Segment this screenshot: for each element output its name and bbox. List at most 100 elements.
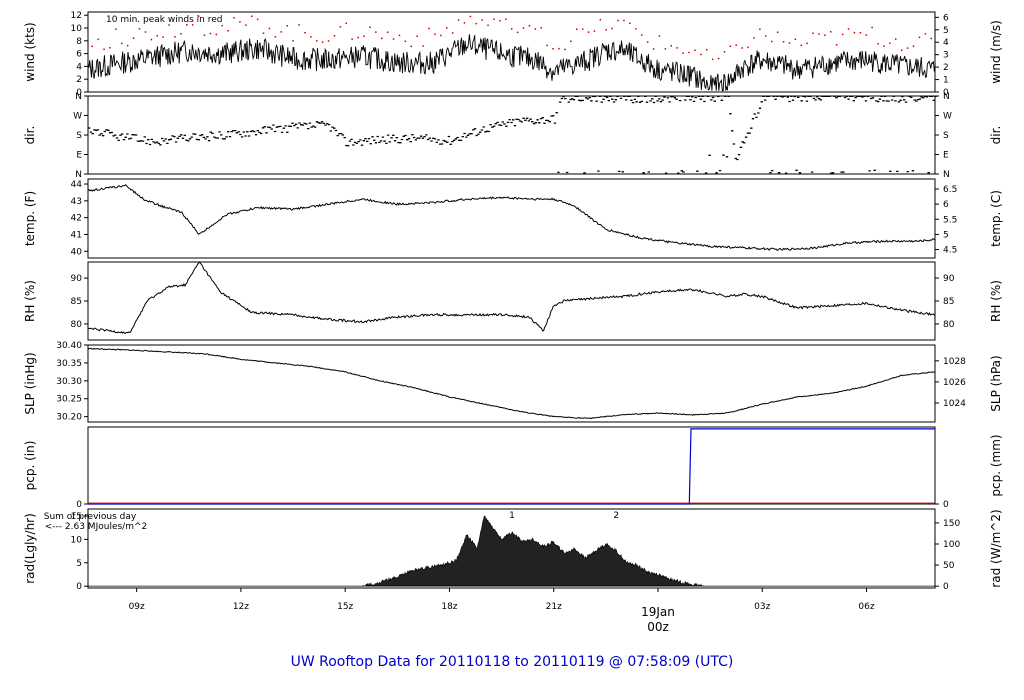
wind-ylabel-right: wind (m/s) bbox=[989, 20, 1003, 84]
slp-frame bbox=[87, 344, 936, 423]
time-axis: 09z 12z 15z 18z 21z 00z 03z 06z 19Jan bbox=[129, 588, 875, 634]
x-tick-label: 03z bbox=[754, 602, 770, 612]
dir-points bbox=[88, 95, 937, 174]
slp-line bbox=[87, 347, 935, 420]
date-label: 19Jan bbox=[641, 605, 675, 619]
temp-right-tick-label: 6.5 bbox=[943, 185, 957, 195]
slp-left-tick-label: 30.30 bbox=[56, 377, 82, 387]
slp-ylabel-right: SLP (hPa) bbox=[989, 355, 1003, 411]
slp-right-tick-label: 1028 bbox=[943, 357, 966, 367]
rh-left-tick-label: 80 bbox=[71, 320, 83, 330]
x-tick-label: 15z bbox=[337, 602, 353, 612]
temp-left-tick-label: 43 bbox=[71, 197, 82, 207]
temp-right-tick-label: 6 bbox=[943, 200, 949, 210]
rad-frame bbox=[87, 508, 936, 589]
pcp-frame bbox=[87, 426, 936, 505]
rh-right-tick-label: 80 bbox=[943, 320, 955, 330]
pcp-ylabel-right: pcp. (mm) bbox=[989, 434, 1003, 496]
rh-left-tick-label: 85 bbox=[71, 297, 82, 307]
temp-ylabel-right: temp. (C) bbox=[989, 190, 1003, 247]
dir-right-tick-label: E bbox=[943, 151, 949, 161]
x-tick-label: 09z bbox=[129, 602, 145, 612]
dir-frame bbox=[87, 95, 936, 175]
dir-left-tick-label: N bbox=[75, 92, 82, 102]
temp-right-tick-label: 4.5 bbox=[943, 246, 957, 256]
dir-ylabel: dir. bbox=[23, 126, 37, 145]
wind-right-tick-label: 3 bbox=[943, 51, 949, 61]
rh-line bbox=[87, 261, 936, 334]
temp-right-tick-label: 5.5 bbox=[943, 215, 957, 225]
temp-line bbox=[87, 184, 936, 251]
wind-frame bbox=[87, 11, 936, 93]
chart-title: UW Rooftop Data for 20110118 to 20110119… bbox=[291, 654, 734, 670]
rad-ylabel-right: rad (W/m^2) bbox=[989, 509, 1003, 587]
rad-cloud-mark: 1 bbox=[509, 511, 515, 521]
slp-left-tick-label: 30.35 bbox=[56, 359, 82, 369]
rad-cloud-mark: 2 bbox=[613, 511, 619, 521]
pcp-left-tick-label: 0 bbox=[76, 500, 82, 510]
rad-left-tick-label: 5 bbox=[76, 559, 82, 569]
wind-right-tick-label: 1 bbox=[943, 76, 949, 86]
temp-left-tick-label: 41 bbox=[71, 230, 82, 240]
pcp-ylabel: pcp. (in) bbox=[23, 441, 37, 491]
x-tick-label: 18z bbox=[441, 602, 457, 612]
wind-left-tick-label: 4 bbox=[76, 62, 82, 72]
wind-right-tick-label: 0 bbox=[943, 88, 949, 98]
x-tick-label: 06z bbox=[858, 602, 874, 612]
rad-left-tick-label: 10 bbox=[71, 535, 83, 545]
dir-left-tick-label: E bbox=[76, 151, 82, 161]
temp-ylabel: temp. (F) bbox=[23, 191, 37, 246]
pcp-line bbox=[88, 428, 935, 505]
rad-annotation-line1: Sum of previous day bbox=[44, 512, 137, 522]
pcp-right-tick-label: 0 bbox=[943, 500, 949, 510]
temp-left-tick-label: 44 bbox=[71, 180, 83, 190]
x-tick-label: 12z bbox=[233, 602, 249, 612]
rh-ylabel: RH (%) bbox=[23, 280, 37, 322]
panel-slp: 30.20 30.25 30.30 30.35 30.40 1024 1026 1028 SLP… bbox=[23, 341, 1003, 423]
slp-left-tick-label: 30.25 bbox=[56, 395, 82, 405]
slp-right-tick-label: 1024 bbox=[943, 399, 966, 409]
temp-right-tick-label: 5 bbox=[943, 230, 949, 240]
dir-left-tick-label: S bbox=[76, 131, 82, 141]
temp-frame bbox=[87, 178, 936, 259]
wind-peak-points bbox=[91, 15, 932, 61]
rad-right-tick-label: 100 bbox=[943, 540, 960, 550]
wind-ylabel: wind (kts) bbox=[23, 22, 37, 81]
slp-left-tick-label: 30.20 bbox=[56, 413, 82, 423]
dir-left-tick-label: W bbox=[73, 112, 82, 122]
wind-right-tick-label: 6 bbox=[943, 13, 949, 23]
rh-frame bbox=[87, 261, 936, 341]
panel-rh: 80 85 90 80 85 90 RH (%) RH (%) bbox=[23, 261, 1003, 341]
rad-area bbox=[361, 515, 704, 588]
wind-left-tick-label: 8 bbox=[76, 37, 82, 47]
rh-ylabel-right: RH (%) bbox=[989, 280, 1003, 322]
wind-line bbox=[87, 34, 935, 92]
dir-left-tick-label: N bbox=[75, 170, 82, 180]
wind-left-tick-label: 2 bbox=[76, 75, 82, 85]
dir-ylabel-right: dir. bbox=[989, 126, 1003, 145]
rad-annotation-line2: <--- 2.63 MJoules/m^2 bbox=[45, 522, 147, 532]
dir-right-tick-label: N bbox=[943, 92, 950, 102]
dir-right-tick-label: S bbox=[943, 131, 949, 141]
rh-right-tick-label: 85 bbox=[943, 297, 954, 307]
slp-right-tick-label: 1026 bbox=[943, 378, 966, 388]
wind-right-tick-label: 4 bbox=[943, 38, 949, 48]
wind-left-tick-label: 6 bbox=[76, 50, 82, 60]
rh-left-tick-label: 90 bbox=[71, 274, 83, 284]
temp-left-tick-label: 40 bbox=[71, 247, 83, 257]
wind-right-tick-label: 2 bbox=[943, 63, 949, 73]
wind-right-tick-label: 5 bbox=[943, 26, 949, 36]
rh-right-tick-label: 90 bbox=[943, 274, 955, 284]
x-tick-label: 00z bbox=[647, 620, 669, 634]
slp-left-tick-label: 30.40 bbox=[56, 341, 82, 351]
rad-left-tick-label: 15 bbox=[71, 512, 82, 522]
rad-right-tick-label: 50 bbox=[943, 561, 955, 571]
dir-right-tick-label: W bbox=[943, 112, 952, 122]
wind-left-tick-label: 10 bbox=[71, 24, 83, 34]
rad-right-tick-label: 150 bbox=[943, 519, 960, 529]
panel-temp: 40 41 42 43 44 4.5 5 5.5 6 6.5 temp. (F) temp. (C) bbox=[23, 178, 1003, 259]
rad-left-tick-label: 0 bbox=[76, 582, 82, 592]
